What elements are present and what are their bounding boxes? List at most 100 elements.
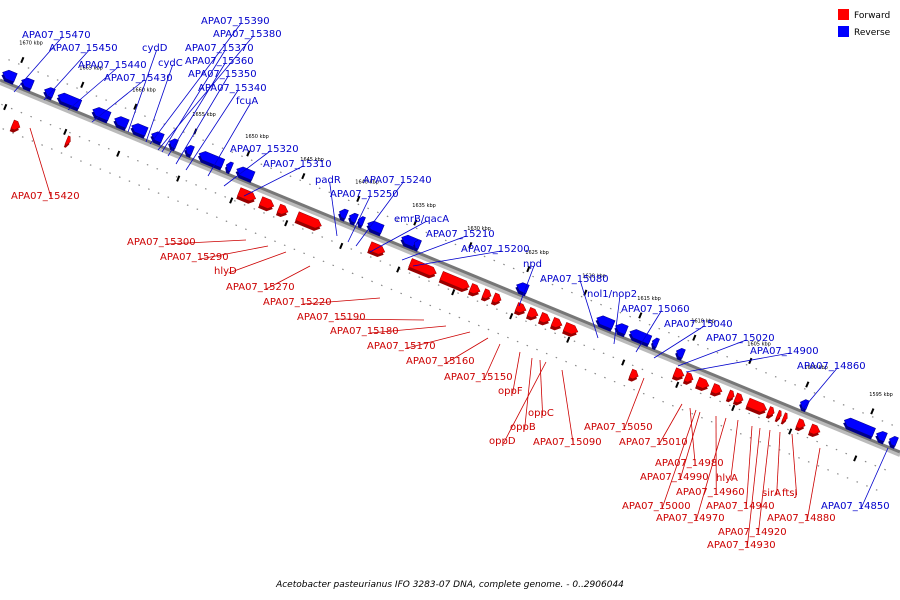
forward-gene-label: APA07_14880 xyxy=(767,513,836,524)
leader-line xyxy=(200,245,269,260)
reverse-gene-label: APA07_15440 xyxy=(78,60,147,71)
forward-gene-label: APA07_14940 xyxy=(706,501,775,512)
forward-gene xyxy=(562,322,579,337)
gene-labels: APA07_15470 APA07_15450 APA07_15440 APA07_1… xyxy=(11,16,890,551)
scale-tick-label: 1605 kbp xyxy=(747,342,771,348)
scale-tick xyxy=(621,359,626,366)
leader-line xyxy=(561,369,574,445)
reverse-gene-label: APA07_15320 xyxy=(230,144,299,155)
reverse-gene xyxy=(225,161,234,175)
scale-tick-label: 1635 kbp xyxy=(412,203,436,209)
forward-gene xyxy=(709,383,723,397)
leader-line xyxy=(266,265,311,290)
scale-tick xyxy=(870,408,875,415)
leader-line xyxy=(746,427,761,548)
reverse-gene-label: APA07_15370 xyxy=(185,43,254,54)
scale-tick xyxy=(692,334,697,341)
reverse-gene xyxy=(675,348,686,361)
leader-line xyxy=(243,165,304,197)
scale-tick xyxy=(246,150,251,157)
scale-tick-label: 1630 kbp xyxy=(467,226,491,232)
scale-tick xyxy=(339,242,344,250)
forward-gene xyxy=(490,292,502,306)
reverse-gene xyxy=(888,436,899,449)
reverse-gene-label: padR xyxy=(315,175,341,186)
leader-line xyxy=(806,447,821,521)
forward-gene xyxy=(732,392,744,406)
leader-line xyxy=(91,79,145,123)
leader-line xyxy=(757,429,771,535)
leader-lines xyxy=(13,22,889,548)
leader-line xyxy=(518,265,535,307)
legend-forward-label: Forward xyxy=(854,11,890,21)
forward-gene-label: hlyD xyxy=(214,266,237,277)
forward-gene-label: APA07_15300 xyxy=(127,237,196,248)
forward-gene-label: APA07_15050 xyxy=(584,422,653,433)
reverse-gene-label: APA07_15380 xyxy=(213,29,282,40)
forward-gene-label: APA07_15150 xyxy=(444,372,513,383)
scale-tick-label: 1645 kbp xyxy=(300,157,324,163)
reverse-gene-label: emrB/qacA xyxy=(394,214,449,225)
reverse-gene-label: fcuA xyxy=(236,96,258,107)
scale-tick xyxy=(468,242,473,249)
leader-line xyxy=(228,251,287,274)
reverse-gene xyxy=(595,315,616,332)
reverse-gene-label: APA07_15360 xyxy=(185,56,254,67)
leader-line xyxy=(658,403,683,445)
leader-line xyxy=(337,318,425,321)
leader-line xyxy=(347,195,371,243)
leader-line xyxy=(303,297,381,305)
leader-line xyxy=(579,280,599,339)
leader-line xyxy=(524,357,533,430)
forward-gene-label: ftsJ xyxy=(782,488,797,499)
leader-line xyxy=(175,75,229,165)
forward-gene-label: oppF xyxy=(498,386,523,397)
legend-reverse-label: Reverse xyxy=(854,28,891,38)
scale-tick xyxy=(451,289,456,296)
forward-gene xyxy=(780,412,788,425)
leader-line xyxy=(157,35,254,151)
reverse-gene xyxy=(400,234,419,251)
leader-line xyxy=(483,343,501,380)
legend-forward-swatch xyxy=(838,9,849,20)
scale-tick-label: 1620 kbp xyxy=(582,273,606,279)
reverse-gene xyxy=(113,116,130,131)
scale-tick xyxy=(566,336,571,343)
scale-tick xyxy=(526,265,531,273)
scale-tick-label: 1650 kbp xyxy=(245,134,269,140)
leader-line xyxy=(503,361,547,444)
forward-gene-label: APA07_14970 xyxy=(656,513,725,524)
scale-tick-label: 1625 kbp xyxy=(525,250,549,256)
forward-gene xyxy=(525,307,539,321)
forward-gene-label: APA07_15190 xyxy=(297,312,366,323)
reverse-gene-label: APA07_15250 xyxy=(330,189,399,200)
reverse-gene xyxy=(56,92,83,112)
reverse-gene xyxy=(235,166,256,184)
forward-gene-label: APA07_15160 xyxy=(406,356,475,367)
leader-line xyxy=(13,36,63,93)
reverse-gene-label: APA07_15040 xyxy=(664,319,733,330)
reverse-gene-label: APA07_15340 xyxy=(198,83,267,94)
guide-track xyxy=(0,103,892,473)
reverse-gene-label: APA07_15200 xyxy=(461,244,530,255)
reverse-gene-label: APA07_15060 xyxy=(621,304,690,315)
forward-gene-label: APA07_15270 xyxy=(226,282,295,293)
scale-tick xyxy=(229,197,234,204)
leader-line xyxy=(207,102,251,177)
forward-gene xyxy=(807,423,821,437)
forward-gene xyxy=(794,418,806,432)
reverse-gene-label: APA07_15390 xyxy=(201,16,270,27)
forward-gene xyxy=(513,302,527,316)
leader-line xyxy=(185,89,239,171)
forward-gene-label: oppB xyxy=(510,422,536,433)
reverse-gene-label: APA07_14850 xyxy=(821,501,890,512)
leader-line xyxy=(512,351,521,394)
leader-line xyxy=(677,339,747,367)
leader-line xyxy=(329,181,338,237)
leader-line xyxy=(370,325,447,334)
leader-line xyxy=(401,235,467,261)
forward-gene xyxy=(258,196,275,212)
scale-tick xyxy=(284,220,289,227)
forward-gene xyxy=(438,271,470,292)
forward-gene-label: hlyA xyxy=(716,473,738,484)
